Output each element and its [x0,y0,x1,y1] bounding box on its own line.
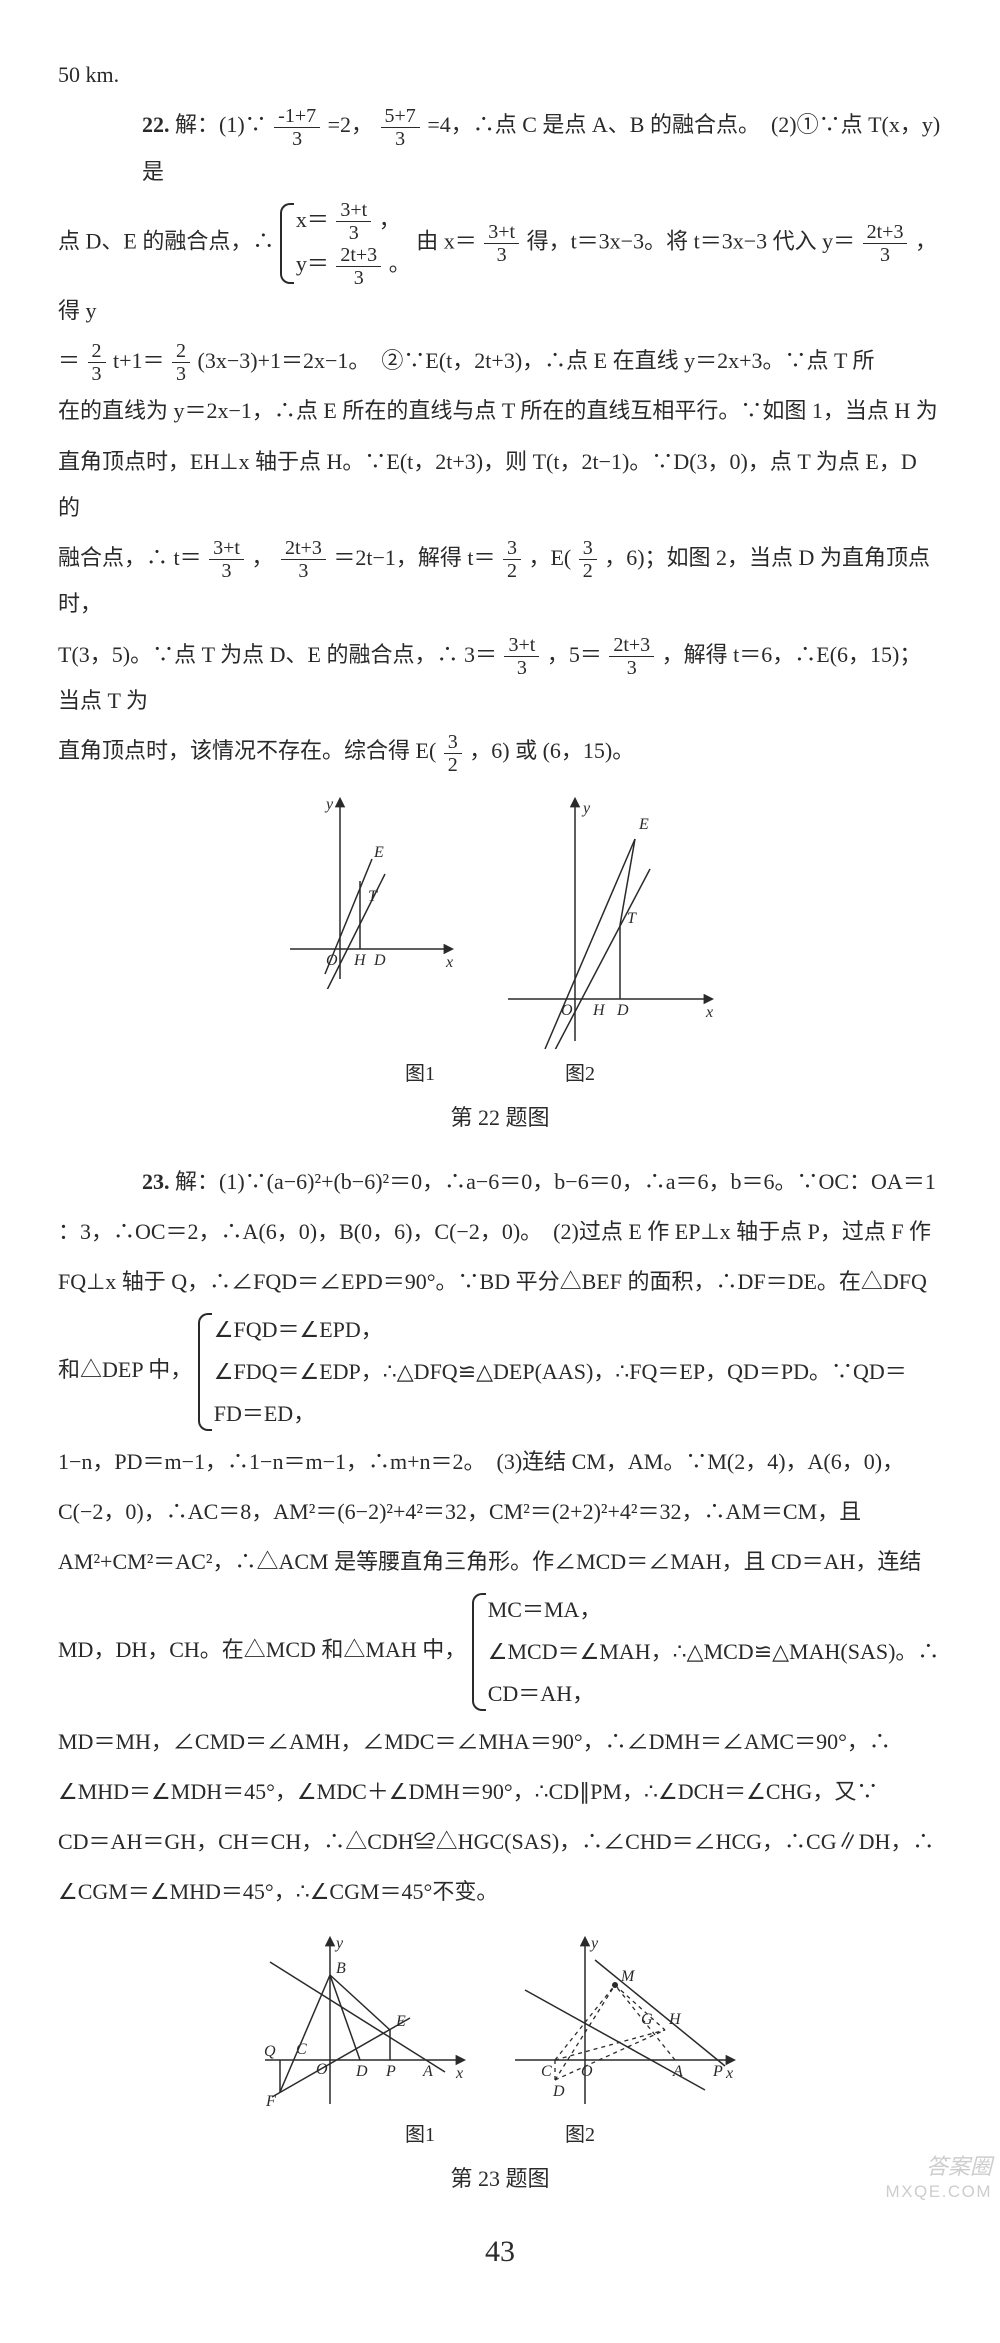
q22-figure-row: OxyETHD OxyETHD [58,789,942,1049]
q22-figure2: Ox y E T HD [500,789,720,1049]
svg-text:x: x [725,2065,733,2082]
q22-cap2: 图2 [565,1053,595,1095]
q22-t1: 解：(1)∵ [175,112,267,137]
q23-line8: MD，DH，CH。在△MCD 和△MAH 中， MC＝MA， ∠MCD＝∠MAH… [58,1589,942,1714]
watermark-line2: MXQE.COM [886,2181,992,2202]
svg-text:O: O [581,2063,593,2080]
q23-caption: 第 23 题图 [58,2156,942,2202]
q23-cap2: 图2 [565,2114,595,2156]
svg-text:H: H [592,1002,606,1019]
watermark-line1: 答案圈 [886,2153,992,2181]
svg-text:y: y [334,1935,344,1952]
q23-line7: AM²+CM²＝AC²，∴△ACM 是等腰直角三角形。作∠MCD＝∠MAH，且 … [58,1539,942,1585]
svg-text:y: y [581,800,591,817]
brace-system: x＝ 3+t3 ， y＝ 2t+33 。 [280,199,411,288]
svg-text:D: D [373,952,386,969]
q22-line7: T(3，5)。∵点 T 为点 D、E 的融合点，∴ 3＝ 3+t3 ，5＝ 2t… [58,632,942,725]
svg-text:E: E [638,816,649,833]
q23-number: 23. [142,1169,170,1194]
svg-text:P: P [385,2063,396,2080]
svg-text:C: C [541,2063,552,2080]
q22-caption: 第 22 题图 [58,1095,942,1141]
svg-text:M: M [620,1968,636,1985]
q22-line2: 点 D、E 的融合点，∴ x＝ 3+t3 ， y＝ 2t+33 。 由 x＝ 3… [58,199,942,334]
q22-line4: 在的直线为 y＝2x−1，∴点 E 所在的直线与点 T 所在的直线互相平行。∵如… [58,388,942,434]
q22-number: 22. [142,112,170,137]
q23-line11: CD＝AH＝GH，CH＝CH，∴△CDH≌△HGC(SAS)，∴∠CHD＝∠HC… [58,1819,942,1865]
q23-line6: C(−2，0)，∴AC＝8，AM²＝(6−2)²+4²＝32，CM²＝(2+2)… [58,1489,942,1535]
page: 50 km. 22. 解：(1)∵ -1+73 =2， 5+73 =4，∴点 C… [0,0,1000,2343]
q22-cap1: 图1 [405,1053,435,1095]
q22-line3: ＝ 23 t+1＝ 23 (3x−3)+1＝2x−1。 ②∵E(t，2t+3)，… [58,338,942,384]
q23-figure2: y x O M CD A P GH [510,1930,740,2110]
q22-line8: 直角顶点时，该情况不存在。综合得 E( 32 ，6) 或 (6，15)。 [58,728,942,774]
q23-line1: 23. 解：(1)∵(a−6)²+(b−6)²＝0，∴a−6＝0，b−6＝0，∴… [58,1159,942,1205]
svg-text:y: y [589,1935,599,1952]
frac: 5+73 [381,106,420,149]
q23-line12: ∠CGM＝∠MHD＝45°，∴∠CGM＝45°不变。 [58,1869,942,1915]
q23-line3: FQ⊥x 轴于 Q，∴∠FQD＝∠EPD＝90°。∵BD 平分△BEF 的面积，… [58,1259,942,1305]
svg-text:x: x [445,954,453,971]
svg-text:A: A [672,2063,683,2080]
svg-text:Q: Q [264,2043,276,2060]
q23-cap1: 图1 [405,2114,435,2156]
svg-text:x: x [705,1004,713,1021]
svg-text:T: T [627,910,637,927]
q23-subcaptions: 图1 图2 [58,2114,942,2156]
q23-line10: ∠MHD＝∠MDH＝45°，∠MDC＋∠DMH＝90°，∴CD∥PM，∴∠DCH… [58,1769,942,1815]
q22-line6: 融合点，∴ t＝ 3+t3 ， 2t+33 ＝2t−1，解得 t＝ 32 ，E(… [58,535,942,628]
svg-text:E: E [395,2013,406,2030]
intro-fragment: 50 km. [58,52,942,98]
svg-text:P: P [712,2063,723,2080]
svg-text:H: H [668,2011,682,2028]
svg-text:D: D [355,2063,368,2080]
svg-text:F: F [265,2093,276,2110]
q23-line9: MD＝MH，∠CMD＝∠AMH，∠MDC＝∠MHA＝90°，∴∠DMH＝∠AMC… [58,1719,942,1765]
q23-line5: 1−n，PD＝m−1，∴1−n＝m−1，∴m+n＝2。 (3)连结 CM，AM。… [58,1439,942,1485]
svg-text:D: D [616,1002,629,1019]
frac: -1+73 [274,106,320,149]
svg-text:E: E [373,844,384,861]
q22-line5: 直角顶点时，EH⊥x 轴于点 H。∵E(t，2t+3)，则 T(t，2t−1)。… [58,439,942,531]
svg-text:B: B [336,1960,346,1977]
page-number: 43 [58,2220,942,2283]
q23-line2: ：3，∴OC＝2，∴A(6，0)，B(0，6)，C(−2，0)。 (2)过点 E… [58,1209,942,1255]
svg-text:H: H [353,952,367,969]
svg-text:O: O [316,2061,328,2078]
q22-line1: 22. 解：(1)∵ -1+73 =2， 5+73 =4，∴点 C 是点 A、B… [58,102,942,195]
watermark: 答案圈 MXQE.COM [886,2153,992,2202]
svg-text:D: D [552,2083,565,2100]
svg-text:x: x [455,2065,463,2082]
svg-text:O: O [561,1002,573,1019]
q22-subcaptions: 图1 图2 [58,1053,942,1095]
q22-figure1: Ox y E T HD [280,789,460,989]
svg-text:G: G [641,2011,653,2028]
q23-figure-row: yxOBCQFDPEA yxOMCDAPGH [58,1930,942,2110]
q23-line4: 和△DEP 中， ∠FQD＝∠EPD， ∠FDQ＝∠EDP，∴△DFQ≌△DEP… [58,1309,942,1434]
svg-text:C: C [296,2041,307,2058]
brace-system: MC＝MA， ∠MCD＝∠MAH，∴△MCD≌△MAH(SAS)。∴ CD＝AH… [472,1589,940,1714]
brace-system: ∠FQD＝∠EPD， ∠FDQ＝∠EDP，∴△DFQ≌△DEP(AAS)，∴FQ… [198,1309,907,1434]
svg-text:y: y [324,796,334,813]
svg-text:T: T [368,888,378,905]
svg-text:A: A [422,2063,433,2080]
q23-figure1: y x O B C Q F DP E A [260,1930,470,2110]
svg-text:O: O [326,952,338,969]
